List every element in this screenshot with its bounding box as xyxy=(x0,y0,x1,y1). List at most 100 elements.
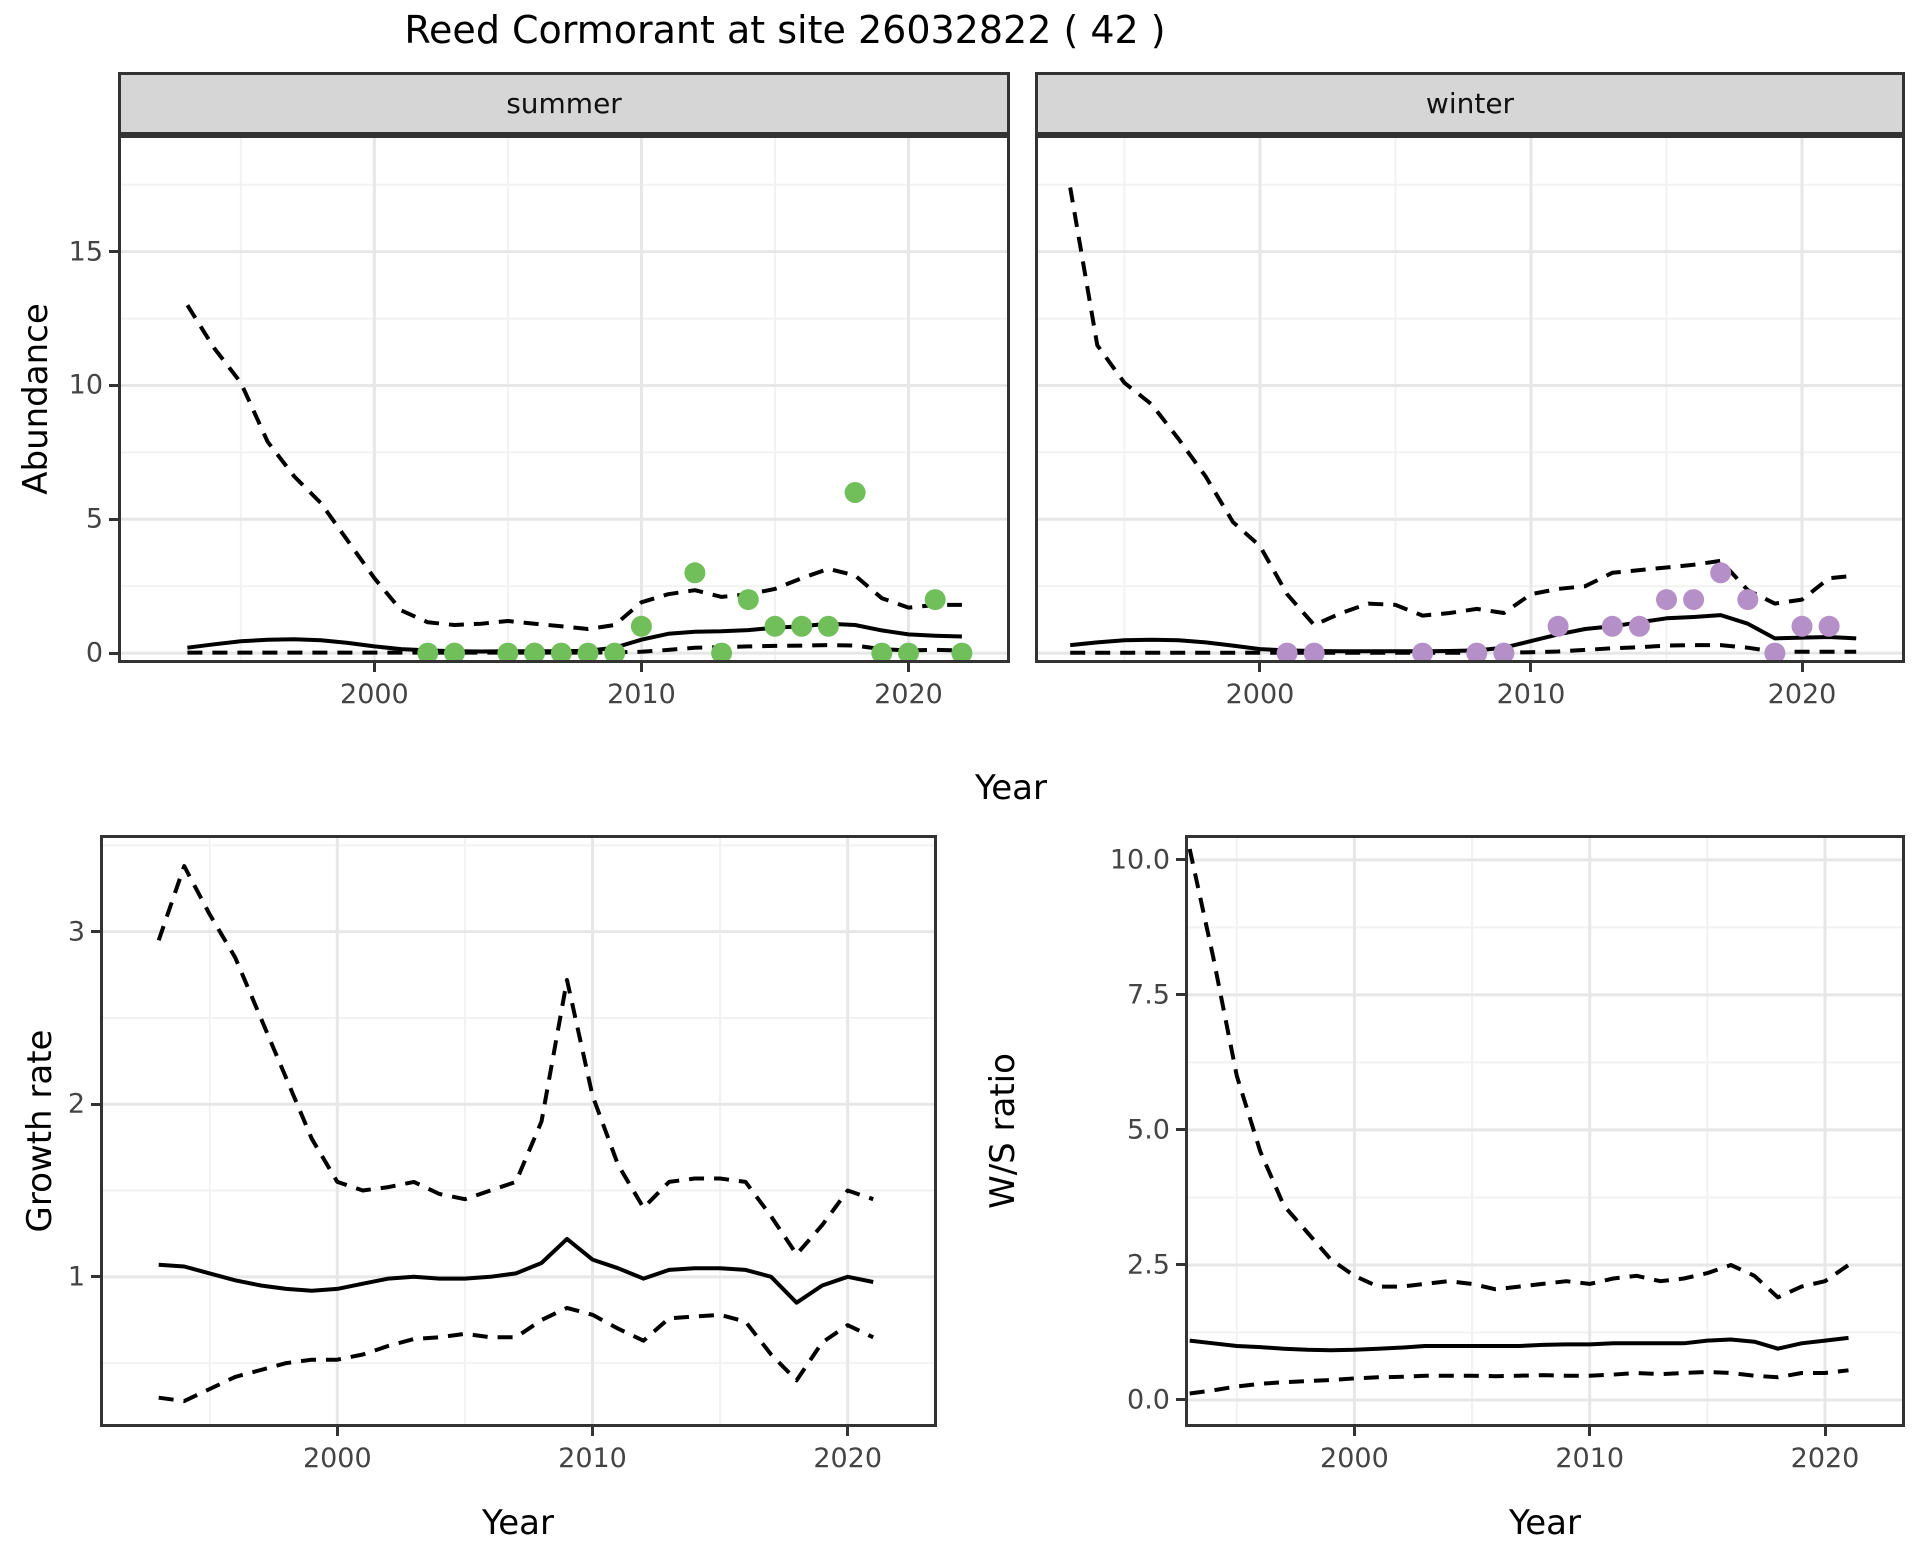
observed-counts-summer xyxy=(791,615,813,637)
observed-counts-summer xyxy=(844,482,866,503)
x-tick-mark xyxy=(907,663,910,672)
abundance-summer-panel xyxy=(118,135,1010,663)
panel-border xyxy=(1035,135,1905,663)
y-tick-mark xyxy=(109,383,118,387)
y-tick-label: 0.0 xyxy=(1127,1384,1170,1416)
x-tick-label: 2020 xyxy=(1790,1443,1860,1474)
x-tick-label: 2000 xyxy=(340,679,409,710)
y-tick-mark xyxy=(1176,858,1185,862)
observed-counts-summer xyxy=(630,615,652,637)
x-tick-mark xyxy=(372,663,376,672)
ws-ratio-panel xyxy=(1185,835,1905,1427)
abundance-winter-panel xyxy=(1035,135,1905,663)
observed-counts-winter xyxy=(1628,615,1650,637)
series-upper-ci xyxy=(1187,848,1850,1300)
growth-rate-panel xyxy=(100,835,937,1427)
observed-counts-summer xyxy=(524,642,546,663)
x-axis-title-top: Year xyxy=(975,768,1047,808)
y-axis-title-ws-ratio: W/S ratio xyxy=(983,1053,1023,1209)
y-tick-label: 7.5 xyxy=(1127,979,1170,1011)
series-fitted-median xyxy=(1189,1335,1849,1353)
panel-background xyxy=(118,135,1010,663)
x-tick-label: 2000 xyxy=(302,1443,372,1474)
observed-counts-winter xyxy=(1818,615,1840,637)
y-tick-label: 2.5 xyxy=(1127,1249,1170,1281)
y-tick-label: 3 xyxy=(67,916,85,948)
x-axis-title-growth-rate: Year xyxy=(482,1503,554,1543)
observed-counts-summer xyxy=(924,589,946,611)
x-tick-label: 2010 xyxy=(558,1443,627,1474)
y-tick-label: 10.0 xyxy=(1109,844,1170,876)
x-tick-label: 2010 xyxy=(1496,679,1566,710)
x-tick-mark xyxy=(846,1427,850,1436)
facet-strip-summer: summer xyxy=(118,72,1010,135)
observed-counts-winter xyxy=(1412,642,1434,663)
x-tick-label: 2020 xyxy=(874,679,943,710)
x-tick-mark xyxy=(1258,663,1262,672)
observed-counts-winter xyxy=(1737,589,1759,611)
x-tick-mark xyxy=(639,663,643,672)
observed-counts-summer xyxy=(817,615,839,637)
observed-counts-summer xyxy=(550,642,572,663)
panel-background xyxy=(1035,135,1905,663)
panel-background xyxy=(100,835,937,1427)
observed-counts-summer xyxy=(577,642,599,663)
y-tick-label: 10 xyxy=(68,369,103,401)
y-tick-mark xyxy=(91,1275,100,1279)
y-tick-label: 15 xyxy=(68,236,103,268)
x-axis-title-ws-ratio: Year xyxy=(1509,1503,1581,1543)
y-tick-mark xyxy=(109,651,118,655)
series-upper-ci xyxy=(185,304,962,631)
observed-counts-summer xyxy=(497,642,519,663)
observed-counts-winter xyxy=(1683,589,1705,611)
series-fitted-median xyxy=(1070,613,1857,654)
observed-counts-winter xyxy=(1276,642,1298,663)
x-tick-label: 2010 xyxy=(1555,1443,1625,1474)
y-tick-mark xyxy=(91,1102,100,1106)
facet-strip-summer-label: summer xyxy=(506,87,622,120)
observed-counts-summer xyxy=(684,562,706,584)
y-tick-mark xyxy=(91,930,100,934)
observed-counts-summer xyxy=(444,642,465,663)
y-tick-mark xyxy=(1176,1263,1185,1267)
y-tick-label: 1 xyxy=(67,1261,85,1293)
observed-counts-winter xyxy=(1466,642,1488,663)
observed-counts-winter xyxy=(1493,642,1515,663)
panel-border xyxy=(100,835,937,1427)
panel-border xyxy=(118,135,1010,663)
observed-counts-summer xyxy=(711,642,733,663)
y-tick-mark xyxy=(1176,1128,1185,1132)
x-tick-mark xyxy=(1800,663,1804,672)
facet-strip-winter-label: winter xyxy=(1425,87,1515,120)
series-fitted-median xyxy=(158,1236,874,1305)
observed-counts-winter xyxy=(1791,615,1813,637)
y-axis-title-growth-rate: Growth rate xyxy=(20,1029,60,1233)
x-tick-label: 2000 xyxy=(1225,679,1295,710)
observed-counts-summer xyxy=(764,615,786,637)
x-tick-label: 2010 xyxy=(607,679,676,710)
y-tick-label: 5.0 xyxy=(1127,1114,1170,1146)
observed-counts-winter xyxy=(1710,562,1732,584)
chart-title: Reed Cormorant at site 26032822 ( 42 ) xyxy=(404,8,1166,52)
y-tick-mark xyxy=(109,250,118,254)
observed-counts-winter xyxy=(1764,642,1786,663)
observed-counts-summer xyxy=(737,589,759,611)
y-tick-label: 2 xyxy=(67,1088,85,1120)
observed-counts-winter xyxy=(1601,615,1623,637)
x-tick-mark xyxy=(335,1427,339,1436)
series-lower-ci xyxy=(1189,1368,1849,1396)
observed-counts-summer xyxy=(951,642,973,663)
y-tick-label: 5 xyxy=(85,503,103,535)
x-tick-mark xyxy=(1823,1427,1827,1436)
observed-counts-summer xyxy=(417,642,439,663)
x-tick-label: 2000 xyxy=(1320,1443,1389,1474)
panel-border xyxy=(1185,835,1905,1427)
y-tick-mark xyxy=(1176,993,1185,997)
x-tick-mark xyxy=(1529,663,1533,672)
observed-counts-summer xyxy=(871,642,893,663)
observed-counts-winter xyxy=(1303,642,1325,663)
series-lower-ci xyxy=(1070,643,1857,655)
y-tick-mark xyxy=(109,517,118,521)
x-tick-label: 2020 xyxy=(1767,679,1837,710)
